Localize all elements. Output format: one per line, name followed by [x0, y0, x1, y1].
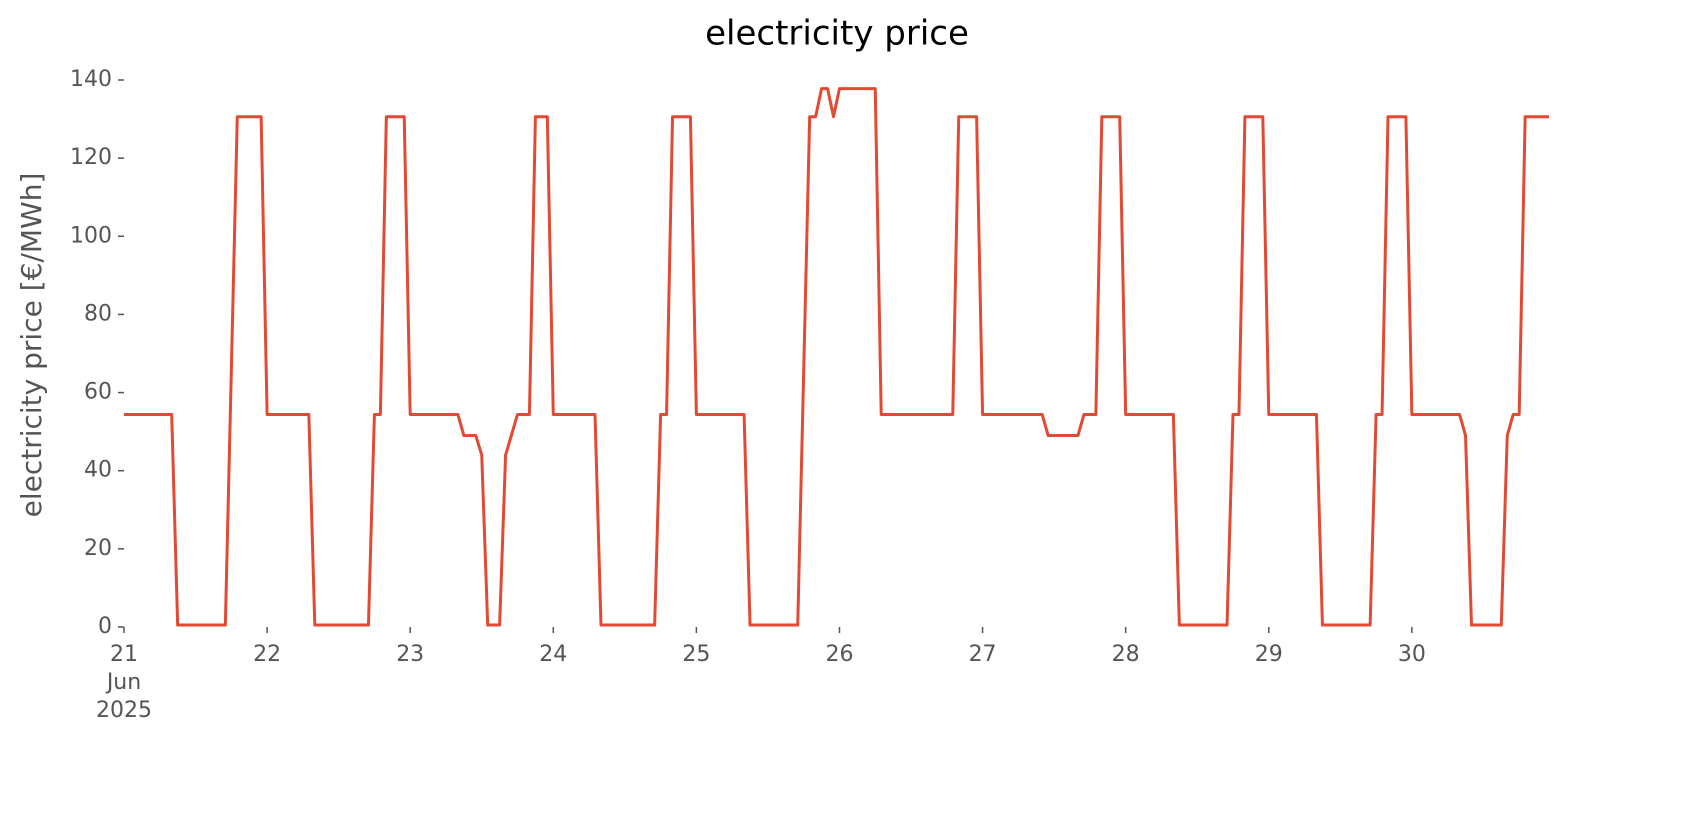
x-tick-label: 24	[539, 642, 568, 667]
x-tick-label: 23	[396, 642, 425, 667]
x-tick-label: 26	[825, 642, 854, 667]
y-tick-label: 100	[70, 223, 112, 248]
x-tick-label: 22	[253, 642, 282, 667]
x-tick-label: 28	[1111, 642, 1140, 667]
y-tick-label: 120	[70, 145, 112, 170]
y-axis-label: electricity price [€/MWh]	[15, 173, 48, 518]
y-tick-label: 80	[84, 301, 112, 326]
x-tick-label: 25	[682, 642, 711, 667]
chart-title: electricity price	[705, 14, 969, 54]
y-tick-label: 140	[70, 67, 112, 92]
y-tick-label: 40	[84, 458, 112, 483]
y-tick-label: 0	[98, 614, 112, 639]
x-tick-label: 21 Jun 2025	[96, 642, 152, 723]
x-tick-label: 30	[1397, 642, 1426, 667]
y-tick-label: 20	[84, 536, 112, 561]
x-tick-label: 27	[968, 642, 997, 667]
line	[124, 87, 1549, 627]
x-tick-label: 29	[1254, 642, 1283, 667]
y-tick-label: 60	[84, 380, 112, 405]
